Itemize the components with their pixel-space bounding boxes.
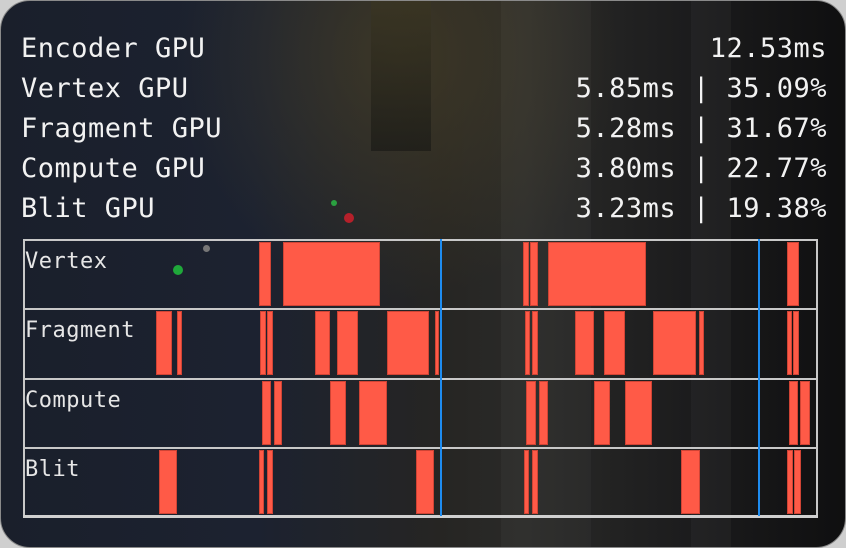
timeline-bar [259,242,271,306]
lane-label: Compute [25,388,122,413]
timeline-frame-left [23,239,25,516]
stat-row-vertex: Vertex GPU 5.85ms | 35.09% [21,69,827,109]
gpu-stats: Encoder GPU 12.53ms Vertex GPU 5.85ms | … [21,29,827,229]
lane-vertex: Vertex [23,239,818,308]
lane-blit: Blit [23,447,818,516]
timeline-bar [156,311,172,375]
stat-label: Compute GPU [21,153,206,184]
timeline-bar [532,311,538,375]
timeline-bar [681,450,700,514]
timeline-bar [530,242,538,306]
lane-fragment: Fragment [23,308,818,377]
timeline-bar [159,450,177,514]
timeline-bar [699,311,704,375]
lane-label: Fragment [25,318,135,343]
stat-value: 12.53ms [709,33,827,64]
timeline-bar [525,311,530,375]
timeline-bar [787,242,799,306]
stat-value: 5.85ms | 35.09% [575,73,827,104]
timeline-bar [524,450,529,514]
timeline-bar [416,450,434,514]
stat-value: 3.80ms | 22.77% [575,153,827,184]
frame-boundary-marker [758,239,760,516]
background-light-green [173,265,183,275]
lane-compute: Compute [23,378,818,447]
timeline-bar [789,381,798,445]
timeline-bar [283,242,380,306]
timeline-bar [435,311,439,375]
timeline-bar [793,311,799,375]
timeline-frame-right [816,239,818,516]
stat-label: Fragment GPU [21,113,223,144]
stat-label: Vertex GPU [21,73,189,104]
timeline-bar [787,311,792,375]
lane-label: Blit [25,457,80,482]
background-light-white [203,245,210,252]
timeline-bar [262,381,271,445]
timeline-bar [787,450,793,514]
timeline-bar [177,311,182,375]
stat-value: 5.28ms | 31.67% [575,113,827,144]
timeline-bar [604,311,625,375]
timeline-bar [359,381,387,445]
frame-boundary-marker [440,239,442,516]
timeline-bar [539,381,548,445]
timeline-bar [653,311,696,375]
background-lamp [371,1,431,151]
timeline-bar [274,381,282,445]
timeline-bar [267,450,273,514]
timeline-bar [575,311,594,375]
timeline-bar [315,311,330,375]
timeline-bar [267,311,273,375]
background-light-red [344,213,354,223]
background-light-green [331,200,337,206]
stat-label: Blit GPU [21,193,156,224]
lane-label: Vertex [25,249,108,274]
stat-row-blit: Blit GPU 3.23ms | 19.38% [21,189,827,229]
timeline-bar [800,381,810,445]
timeline-bar [337,311,358,375]
timeline-bar [523,242,529,306]
timeline-bar [625,381,652,445]
timeline-bar [259,450,264,514]
stat-label: Encoder GPU [21,33,206,64]
stat-value: 3.23ms | 19.38% [575,193,827,224]
timeline-bar [387,311,429,375]
timeline-bar [330,381,346,445]
timeline-bar [526,381,536,445]
stat-row-fragment: Fragment GPU 5.28ms | 31.67% [21,109,827,149]
timeline-bar [594,381,610,445]
timeline-bar [260,311,266,375]
timeline-bar [532,450,538,514]
timeline-bottom-border [23,515,818,518]
gpu-timeline: Vertex Fragment Compute Blit [23,239,818,518]
stat-row-compute: Compute GPU 3.80ms | 22.77% [21,149,827,189]
stat-row-encoder: Encoder GPU 12.53ms [21,29,827,69]
timeline-bar [794,450,801,514]
timeline-bar [548,242,646,306]
